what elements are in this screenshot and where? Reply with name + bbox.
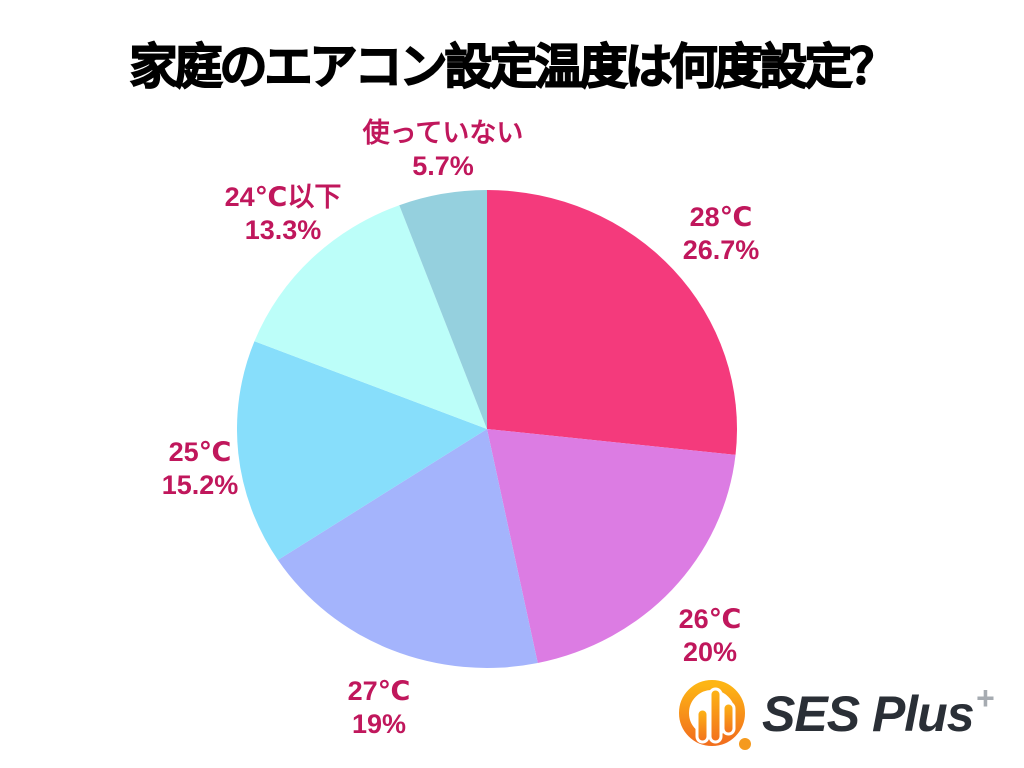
pie-slice-0 — [487, 190, 737, 455]
pie-label-percent: 5.7% — [412, 151, 474, 182]
pie-label-percent: 20% — [682, 637, 738, 668]
pie-slice-3 — [237, 341, 487, 561]
pie-label-category: 27℃ — [347, 676, 411, 706]
pie-label-category: 28℃ — [689, 202, 753, 232]
pie-label-category: 26℃ — [678, 604, 742, 634]
pie-label-26c: 26℃ 20% — [679, 603, 742, 670]
pie-label-category: 25℃ — [168, 437, 232, 467]
pie-slice-2 — [277, 429, 538, 668]
pie-label-28c: 28℃ 26.7% — [683, 201, 760, 268]
pie-slice-5 — [399, 190, 487, 429]
pie-label-category: 使っていない — [362, 118, 524, 148]
logo-plus-icon: + — [975, 680, 995, 716]
pie-label-percent: 19% — [351, 709, 407, 740]
logo-text: SES Plus — [762, 686, 975, 742]
pie-label-percent: 13.3% — [244, 215, 322, 246]
logo-dot — [739, 738, 751, 750]
bar-chart-circle-icon — [679, 680, 751, 750]
pie-label-not-used: 使っていない 5.7% — [363, 117, 524, 184]
pie-chart — [237, 190, 737, 668]
page-title: 家庭のエアコン設定温度は何度設定？ — [129, 40, 899, 95]
pie-label-category: 24℃以下 — [224, 182, 342, 212]
pie-chart-area — [237, 190, 737, 668]
ses-plus-logo: SES Plus + — [674, 676, 994, 752]
pie-label-24c-or-less: 24℃以下 13.3% — [225, 181, 342, 248]
pie-slice-1 — [487, 429, 736, 664]
pie-label-percent: 26.7% — [682, 235, 760, 266]
pie-slice-4 — [254, 205, 487, 429]
pie-label-percent: 15.2% — [161, 470, 239, 501]
pie-label-25c: 25℃ 15.2% — [162, 436, 239, 503]
pie-label-27c: 27℃ 19% — [348, 675, 411, 742]
